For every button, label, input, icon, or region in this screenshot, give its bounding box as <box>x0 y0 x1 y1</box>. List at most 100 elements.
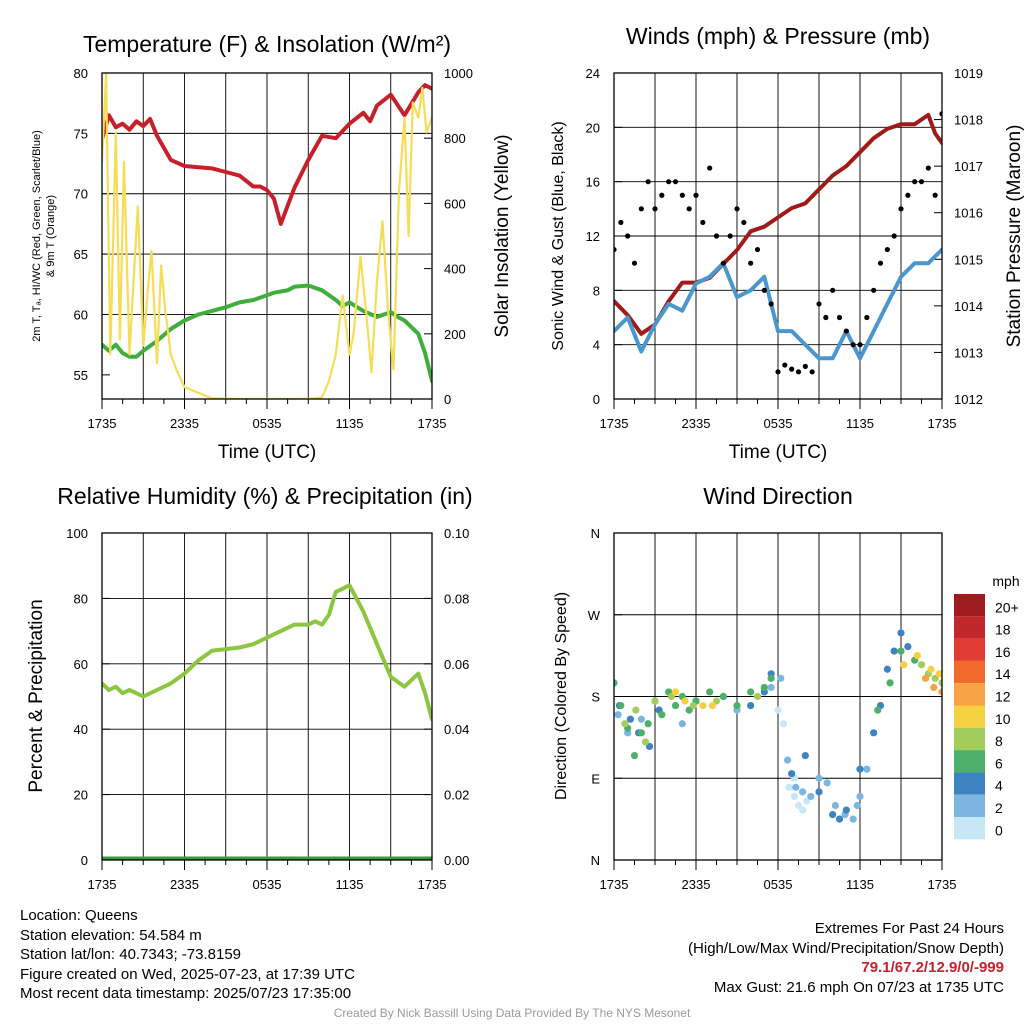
y2-tick-label: 600 <box>444 196 466 211</box>
y-axis-label: Percent & Precipitation <box>26 599 47 792</box>
y-tick-label: 60 <box>74 657 88 672</box>
gust-point <box>618 219 624 226</box>
data-point <box>678 720 686 728</box>
data-point <box>733 701 741 710</box>
colorbar-label: 4 <box>995 778 1003 794</box>
data-point <box>614 679 618 687</box>
data-point <box>760 683 768 692</box>
data-point <box>747 688 755 696</box>
data-point <box>922 674 930 682</box>
gust-point <box>789 366 795 372</box>
gust-point <box>741 219 747 226</box>
colorbar-label: 12 <box>995 689 1011 705</box>
elevation-text: Station elevation: 54.584 m <box>20 926 202 944</box>
data-point <box>641 738 650 746</box>
gust-point <box>707 165 713 171</box>
colorbar-swatch <box>954 683 985 706</box>
gust-point <box>761 287 767 293</box>
data-point <box>747 701 755 710</box>
y-tick-label: 4 <box>593 338 600 353</box>
y-tick-label: 20 <box>74 788 88 803</box>
data-point <box>617 701 625 710</box>
data-point <box>815 774 823 782</box>
colorbar-label: 10 <box>995 711 1011 727</box>
y-tick-label: E <box>591 771 600 786</box>
colorbar-swatch <box>954 794 985 817</box>
y-tick-label: S <box>591 690 600 705</box>
y-axis-label-line1: 2m T, Tₐ, HI/WC (Red, Green, Scarlet/Blu… <box>31 130 43 342</box>
data-point <box>917 661 926 669</box>
colorbar-swatch <box>954 660 985 684</box>
y-tick-label: 70 <box>74 187 88 202</box>
plot-frame <box>613 532 943 861</box>
x-tick-label: 2335 <box>170 877 199 892</box>
data-point <box>644 720 652 728</box>
chart-title: Relative Humidity (%) & Precipitation (i… <box>57 483 472 509</box>
data-point <box>658 711 666 719</box>
gust-point <box>652 206 658 212</box>
y2-axis-label: Station Pressure (Maroon) <box>1004 125 1024 348</box>
x-tick-label: 1135 <box>336 416 364 431</box>
x-tick-label: 1735 <box>600 877 629 892</box>
gust-point <box>631 260 638 266</box>
data-point <box>753 692 762 701</box>
data-point <box>689 701 697 710</box>
gust-point <box>884 246 890 253</box>
y-tick-label: N <box>591 853 600 868</box>
y-tick-label: 24 <box>586 66 600 81</box>
max-gust-text: Max Gust: 21.6 mph On 07/23 at 1735 UTC <box>713 978 1004 996</box>
series-group <box>102 73 432 399</box>
data-point <box>849 815 857 823</box>
colorbar-label: 6 <box>995 755 1003 771</box>
data-point <box>626 715 635 723</box>
gust-point <box>830 287 836 293</box>
x-tick-label: 1735 <box>418 877 447 892</box>
y-tick-label: 0 <box>81 853 88 868</box>
gust-point <box>816 301 822 307</box>
y-axis-label: 2m T, Tₐ, HI/WC (Red, Green, Scarlet/Blu… <box>31 130 57 342</box>
y-tick-label: 0 <box>593 392 600 407</box>
gust-point <box>843 328 849 334</box>
data-point <box>856 765 864 773</box>
gust-point <box>898 206 904 212</box>
y-tick-label: 100 <box>66 526 88 541</box>
gust-point <box>625 233 631 239</box>
data-point <box>815 788 823 796</box>
y2-tick-label: 1014 <box>954 299 983 314</box>
gust-point <box>713 233 720 239</box>
chart-title: Winds (mph) & Pressure (mb) <box>626 23 930 49</box>
data-point <box>938 679 942 687</box>
created-text: Figure created on Wed, 2025-07-23, at 17… <box>20 965 355 983</box>
gust-point <box>782 362 788 368</box>
x-tick-label: 1735 <box>928 877 957 892</box>
colorbar-label: 8 <box>995 733 1003 749</box>
y2-tick-label: 1000 <box>444 66 473 81</box>
data-point <box>637 729 645 737</box>
x-tick-label: 1735 <box>600 416 629 431</box>
data-point <box>630 751 639 760</box>
extremes-values: 79.1/67.2/12.9/0/-999 <box>861 959 1004 976</box>
data-point <box>935 670 942 678</box>
data-point <box>777 674 785 682</box>
x-tick-label: 1735 <box>418 416 447 431</box>
data-point <box>883 665 891 673</box>
data-point <box>831 801 840 810</box>
gust-point <box>809 369 815 375</box>
data-point <box>829 810 837 819</box>
gust-point <box>754 246 761 253</box>
y-tick-label: 40 <box>74 722 88 737</box>
data-point <box>874 706 882 714</box>
data-point <box>671 701 680 710</box>
y2-tick-label: 1015 <box>954 252 983 267</box>
chart-title: Wind Direction <box>703 483 853 509</box>
gust-point <box>871 287 877 293</box>
y-tick-label: 75 <box>74 126 88 141</box>
x-tick-label: 2335 <box>682 416 711 431</box>
data-point <box>842 806 850 814</box>
data-point <box>913 652 922 660</box>
gust-point <box>700 219 706 226</box>
data-point <box>799 788 807 796</box>
gust-point <box>720 260 726 266</box>
y2-tick-label: 0 <box>444 392 451 407</box>
